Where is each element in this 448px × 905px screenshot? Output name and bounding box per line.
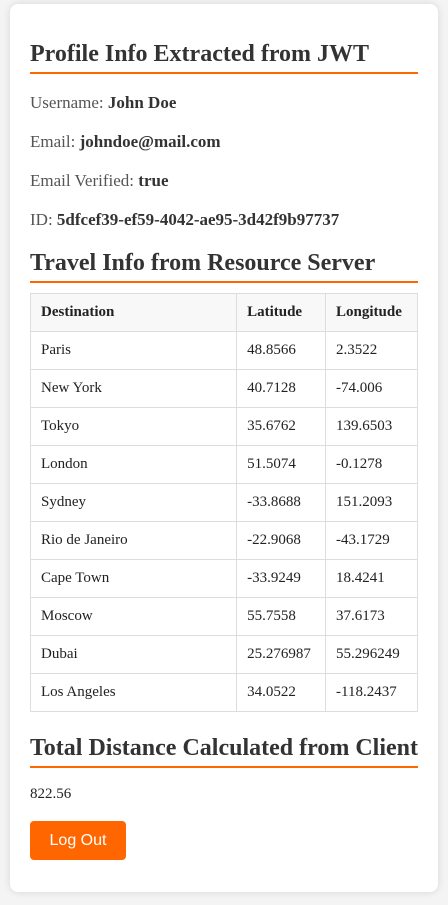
email-verified-value: true	[138, 171, 169, 190]
table-row: Paris 48.8566 2.3522	[29, 331, 418, 370]
destination-cell: Cape Town	[29, 559, 238, 598]
destination-cell: Paris	[29, 331, 238, 370]
table-row: Sydney -33.8688 151.2093	[29, 483, 418, 522]
profile-card: Profile Info Extracted from JWT Username…	[10, 4, 438, 892]
table-row: Cape Town -33.9249 18.4241	[29, 559, 418, 598]
longitude-cell: 151.2093	[325, 483, 418, 522]
longitude-cell: 37.6173	[325, 597, 418, 636]
longitude-cell: -43.1729	[325, 521, 418, 560]
table-row: Rio de Janeiro -22.9068 -43.1729	[29, 521, 418, 560]
latitude-cell: -22.9068	[236, 521, 327, 560]
distance-value: 822.56	[30, 786, 72, 802]
latitude-cell: 40.7128	[236, 369, 327, 408]
destination-cell: Sydney	[29, 483, 238, 522]
email-label: Email:	[30, 132, 80, 151]
distance-heading: Total Distance Calculated from Client	[30, 734, 418, 768]
longitude-cell: 2.3522	[325, 331, 418, 370]
destination-cell: Rio de Janeiro	[29, 521, 238, 560]
destination-cell: New York	[29, 369, 238, 408]
table-row: Los Angeles 34.0522 -118.2437	[29, 673, 418, 712]
destination-cell: Moscow	[29, 597, 238, 636]
destination-cell: London	[29, 445, 238, 484]
travel-heading: Travel Info from Resource Server	[30, 249, 418, 283]
email-line: Email: johndoe@mail.com	[30, 132, 418, 152]
longitude-cell: 55.296249	[325, 635, 418, 674]
id-value: 5dfcef39-ef59-4042-ae95-3d42f9b97737	[56, 210, 340, 229]
latitude-cell: 35.6762	[236, 407, 327, 446]
longitude-cell: -118.2437	[325, 673, 418, 712]
table-row: New York 40.7128 -74.006	[29, 369, 418, 408]
destination-cell: Los Angeles	[29, 673, 238, 712]
longitude-cell: 18.4241	[325, 559, 418, 598]
table-row: London 51.5074 -0.1278	[29, 445, 418, 484]
table-row: Tokyo 35.6762 139.6503	[29, 407, 418, 446]
logout-button[interactable]: Log Out	[30, 821, 126, 860]
destination-cell: Tokyo	[29, 407, 238, 446]
column-header-destination: Destination	[29, 293, 238, 332]
travel-table: Destination Latitude Longitude Paris 48.…	[29, 293, 418, 712]
username-label: Username:	[30, 93, 108, 112]
latitude-cell: 55.7558	[236, 597, 327, 636]
username-line: Username: John Doe	[30, 93, 418, 113]
table-row: Dubai 25.276987 55.296249	[29, 635, 418, 674]
table-row: Moscow 55.7558 37.6173	[29, 597, 418, 636]
id-label: ID:	[30, 210, 57, 229]
longitude-cell: -0.1278	[325, 445, 418, 484]
longitude-cell: -74.006	[325, 369, 418, 408]
destination-cell: Dubai	[29, 635, 238, 674]
username-value: John Doe	[107, 93, 177, 112]
id-line: ID: 5dfcef39-ef59-4042-ae95-3d42f9b97737	[30, 210, 418, 230]
latitude-cell: 25.276987	[236, 635, 327, 674]
longitude-cell: 139.6503	[325, 407, 418, 446]
latitude-cell: 51.5074	[236, 445, 327, 484]
profile-heading: Profile Info Extracted from JWT	[30, 40, 418, 74]
column-header-latitude: Latitude	[236, 293, 327, 332]
latitude-cell: 48.8566	[236, 331, 327, 370]
email-value: johndoe@mail.com	[79, 132, 221, 151]
latitude-cell: 34.0522	[236, 673, 327, 712]
latitude-cell: -33.8688	[236, 483, 327, 522]
email-verified-line: Email Verified: true	[30, 171, 418, 191]
table-header-row: Destination Latitude Longitude	[29, 293, 418, 332]
email-verified-label: Email Verified:	[30, 171, 139, 190]
column-header-longitude: Longitude	[325, 293, 418, 332]
latitude-cell: -33.9249	[236, 559, 327, 598]
